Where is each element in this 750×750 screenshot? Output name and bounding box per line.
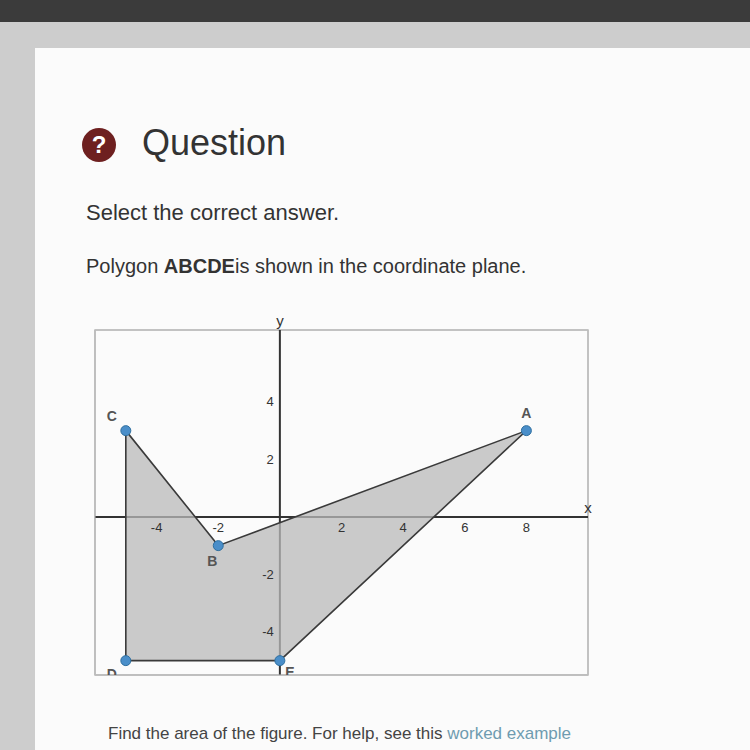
svg-text:-2: -2 [212,520,224,535]
svg-text:6: 6 [461,520,468,535]
svg-text:8: 8 [523,520,530,535]
svg-text:C: C [107,408,117,424]
svg-text:-4: -4 [262,624,274,639]
svg-text:4: 4 [267,394,274,409]
svg-text:D: D [107,666,117,675]
svg-text:A: A [521,405,531,421]
svg-text:x: x [584,499,592,516]
html-text:Question: Question [142,122,287,163]
html-text:Find the area of the figure. F: Find the area of the figure. For help, s… [108,724,571,743]
svg-text:E: E [285,664,294,675]
html-text:Select the correct answer.: Select the correct answer. [86,200,340,225]
svg-text:-2: -2 [262,567,274,582]
svg-text:2: 2 [267,452,274,467]
svg-text:-4: -4 [151,520,163,535]
svg-text:B: B [207,553,217,569]
html-text:Polygon ABCDE is shown in the: Polygon ABCDE is shown in the coordinate… [86,255,527,277]
svg-text:y: y [276,312,284,329]
svg-text:2: 2 [338,520,345,535]
svg-text:4: 4 [400,520,407,535]
